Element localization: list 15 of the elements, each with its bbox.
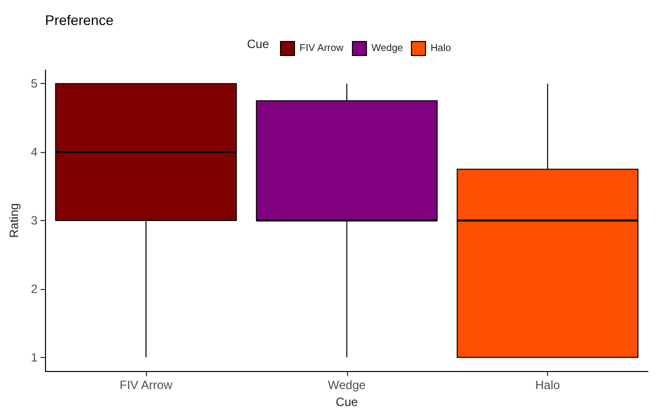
y-axis-title: Rating <box>7 203 21 238</box>
chart-title: Preference <box>45 12 114 28</box>
x-tick-label: Halo <box>535 378 560 392</box>
legend-label: Wedge <box>371 43 404 54</box>
legend-label: FIV Arrow <box>300 43 344 54</box>
y-tick-label: 5 <box>30 76 38 91</box>
y-tick-label: 3 <box>30 214 38 228</box>
x-tick-label: Wedge <box>328 378 366 392</box>
x-tick-label: FIV Arrow <box>120 378 173 392</box>
y-tick-label: 1 <box>30 350 38 364</box>
y-tick-label: 4 <box>30 145 38 160</box>
legend-title: Cue <box>247 37 270 51</box>
x-axis-title: Cue <box>336 395 358 409</box>
y-tick-label: 2 <box>30 282 38 296</box>
legend-label: Halo <box>430 43 452 54</box>
